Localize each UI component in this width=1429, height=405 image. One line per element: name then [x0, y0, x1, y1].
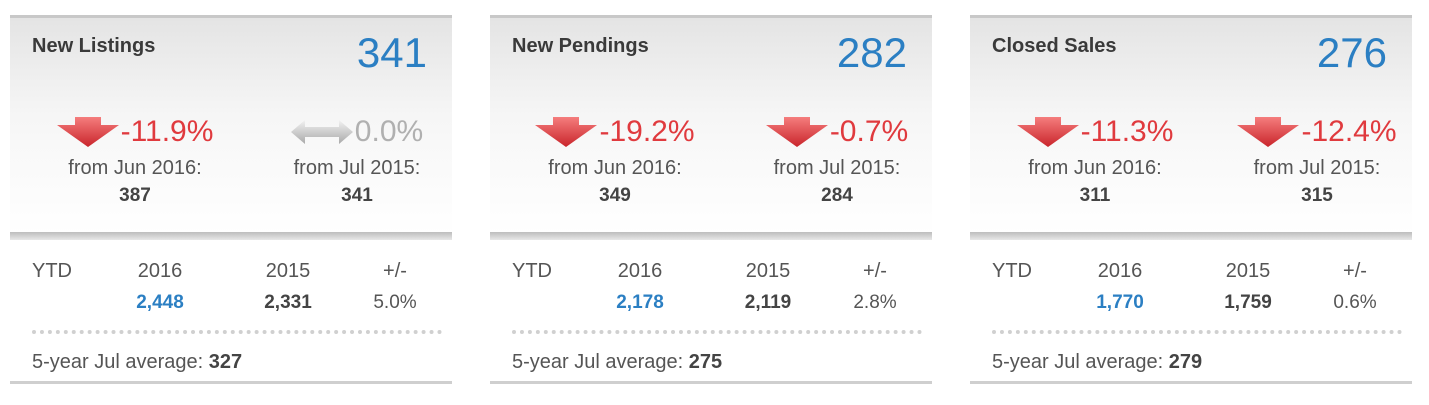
ytd-label: YTD — [992, 260, 1032, 282]
separator — [10, 232, 452, 240]
ytd-value: 5.0% — [373, 292, 417, 313]
change-label: from Jun 2016: — [548, 157, 682, 179]
ytd-value: 2,119 — [744, 292, 792, 313]
ytd-header: +/- — [1343, 260, 1367, 282]
ytd-value: 2.8% — [853, 292, 897, 313]
change-label: from Jun 2016: — [1028, 157, 1162, 179]
flat-arrow — [290, 120, 353, 144]
ytd-value: 2,178 — [616, 292, 664, 313]
dotted-divider — [32, 330, 442, 334]
down-arrow — [535, 117, 598, 147]
ytd-header: +/- — [863, 260, 887, 282]
ytd-header: 2015 — [745, 260, 791, 282]
change-label: from Jul 2015: — [293, 157, 421, 179]
ytd-value: 1,759 — [1224, 292, 1272, 313]
average-value: 327 — [208, 351, 243, 373]
bottom-rule — [490, 381, 932, 384]
card-title: Closed Sales — [992, 35, 1117, 57]
down-arrow — [1016, 117, 1079, 147]
change-label: from Jul 2015: — [773, 157, 901, 179]
change-line: -19.2% — [505, 115, 725, 149]
metric-card: Closed Sales 276 -11.3% from Jun 2016: 311 … — [970, 15, 1412, 385]
ytd-header: +/- — [383, 260, 407, 282]
change-block: -0.7% from Jul 2015: 284 — [727, 115, 947, 207]
change-base-value: 311 — [1079, 185, 1111, 206]
change-percent: -12.4% — [1301, 115, 1397, 148]
down-arrow — [765, 117, 828, 147]
change-percent: -11.9% — [120, 115, 214, 148]
change-percent: -19.2% — [599, 115, 695, 148]
separator — [970, 232, 1412, 240]
ytd-header: 2016 — [137, 260, 183, 282]
change-percent: -11.3% — [1080, 115, 1174, 148]
average-value: 279 — [1168, 351, 1203, 373]
card-value: 341 — [356, 29, 427, 76]
ytd-value: 2,448 — [136, 292, 184, 313]
change-line: 0.0% — [247, 115, 467, 149]
down-arrow — [56, 117, 119, 147]
change-line: -0.7% — [727, 115, 947, 149]
card-value: 282 — [836, 29, 907, 76]
dotted-divider — [992, 330, 1402, 334]
change-block: -19.2% from Jun 2016: 349 — [505, 115, 725, 207]
average-label: 5-year Jul average: — [992, 351, 1164, 373]
change-label: from Jul 2015: — [1253, 157, 1381, 179]
average-row: 5-year Jul average: 327 — [32, 351, 242, 374]
change-base-value: 341 — [341, 185, 373, 206]
change-base-value: 284 — [821, 185, 853, 206]
change-base-value: 349 — [599, 185, 631, 206]
change-base-value: 315 — [1301, 185, 1333, 206]
change-percent: -0.7% — [829, 115, 909, 148]
bottom-rule — [10, 381, 452, 384]
average-value: 275 — [688, 351, 723, 373]
card-title: New Listings — [32, 35, 156, 57]
separator — [490, 232, 932, 240]
average-label: 5-year Jul average: — [32, 351, 204, 373]
ytd-label: YTD — [512, 260, 552, 282]
change-percent: 0.0% — [354, 115, 424, 148]
metric-card: New Listings 341 -11.9% from Jun 2016: 387 … — [10, 15, 452, 385]
bottom-rule — [970, 381, 1412, 384]
ytd-header: 2015 — [1225, 260, 1271, 282]
average-row: 5-year Jul average: 279 — [992, 351, 1202, 374]
change-line: -11.9% — [25, 115, 245, 149]
ytd-header: 2016 — [1097, 260, 1143, 282]
ytd-header: 2015 — [265, 260, 311, 282]
dotted-divider — [512, 330, 922, 334]
change-block: -12.4% from Jul 2015: 315 — [1207, 115, 1427, 207]
change-block: -11.9% from Jun 2016: 387 — [25, 115, 245, 207]
change-label: from Jun 2016: — [68, 157, 202, 179]
change-line: -11.3% — [985, 115, 1205, 149]
ytd-value: 2,331 — [264, 292, 312, 313]
ytd-value: 0.6% — [1333, 292, 1377, 313]
average-label: 5-year Jul average: — [512, 351, 684, 373]
change-base-value: 387 — [119, 185, 151, 206]
change-block: -11.3% from Jun 2016: 311 — [985, 115, 1205, 207]
card-title: New Pendings — [512, 35, 649, 57]
average-row: 5-year Jul average: 275 — [512, 351, 722, 374]
ytd-header: 2016 — [617, 260, 663, 282]
ytd-value: 1,770 — [1096, 292, 1144, 313]
ytd-label: YTD — [32, 260, 72, 282]
metric-card: New Pendings 282 -19.2% from Jun 2016: 349 … — [490, 15, 932, 385]
change-block: 0.0% from Jul 2015: 341 — [247, 115, 467, 207]
card-value: 276 — [1316, 29, 1387, 76]
change-line: -12.4% — [1207, 115, 1427, 149]
down-arrow — [1237, 117, 1300, 147]
